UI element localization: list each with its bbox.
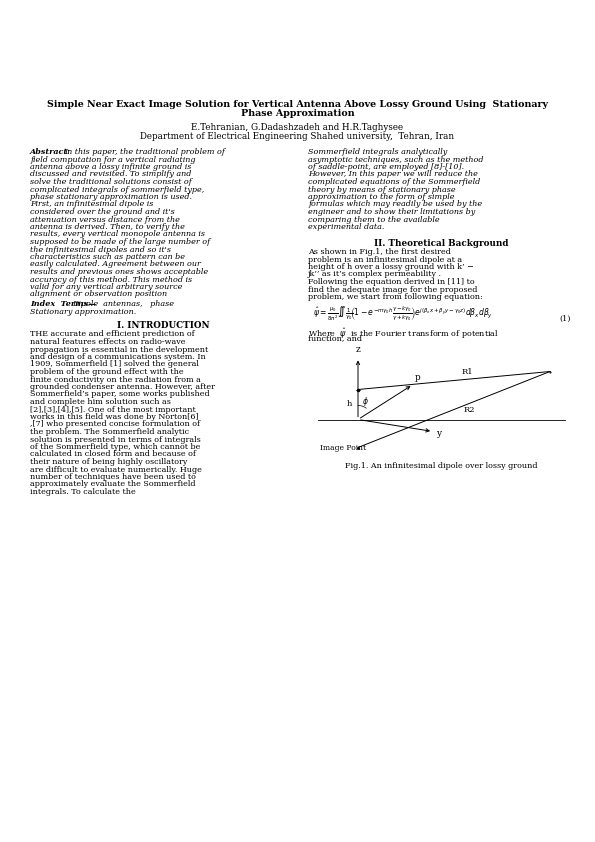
Text: Where  $\hat{\psi}$  is the Fourier transform of potential: Where $\hat{\psi}$ is the Fourier transf…	[308, 327, 499, 341]
Text: field computation for a vertical radiating: field computation for a vertical radiati…	[30, 156, 196, 163]
Text: propagation is essential in the development: propagation is essential in the developm…	[30, 345, 208, 354]
Text: complicated equations of the Sommerfield: complicated equations of the Sommerfield	[308, 178, 480, 186]
Text: and complete him solution such as: and complete him solution such as	[30, 398, 171, 406]
Text: THE accurate and efficient prediction of: THE accurate and efficient prediction of	[30, 331, 195, 338]
Text: approximately evaluate the Sommerfield: approximately evaluate the Sommerfield	[30, 481, 196, 488]
Text: the infinitesimal dipoles and so it's: the infinitesimal dipoles and so it's	[30, 246, 171, 253]
Text: engineer and to show their limitations by: engineer and to show their limitations b…	[308, 208, 475, 216]
Text: approximation to the form of simple: approximation to the form of simple	[308, 193, 455, 201]
Text: Sommerfield’s paper, some works published: Sommerfield’s paper, some works publishe…	[30, 391, 209, 398]
Text: problem, we start from following equation:: problem, we start from following equatio…	[308, 293, 483, 301]
Text: finite conductivity on the radiation from a: finite conductivity on the radiation fro…	[30, 376, 201, 383]
Text: results and previous ones shows acceptable: results and previous ones shows acceptab…	[30, 268, 208, 276]
Text: characteristics such as pattern can be: characteristics such as pattern can be	[30, 253, 185, 261]
Text: comparing them to the available: comparing them to the available	[308, 216, 440, 223]
Text: supposed to be made of the large number of: supposed to be made of the large number …	[30, 238, 210, 246]
Text: experimental data.: experimental data.	[308, 223, 384, 231]
Text: Fig.1. An infinitesimal dipole over lossy ground: Fig.1. An infinitesimal dipole over loss…	[345, 461, 538, 470]
Text: alignment or observation position: alignment or observation position	[30, 290, 167, 299]
Text: Dipole  antennas,   phase: Dipole antennas, phase	[72, 300, 174, 308]
Text: results, every vertical monopole antenna is: results, every vertical monopole antenna…	[30, 231, 205, 238]
Text: discussed and revisited. To simplify and: discussed and revisited. To simplify and	[30, 170, 192, 179]
Text: problem of the ground effect with the: problem of the ground effect with the	[30, 368, 184, 376]
Text: calculated in closed form and because of: calculated in closed form and because of	[30, 450, 196, 459]
Text: 1909, Sommerfield [1] solved the general: 1909, Sommerfield [1] solved the general	[30, 360, 199, 369]
Text: works in this field was done by Norton[6]: works in this field was done by Norton[6…	[30, 413, 199, 421]
Text: However, In this paper we will reduce the: However, In this paper we will reduce th…	[308, 170, 478, 179]
Text: jk’’ as it’s complex permeability .: jk’’ as it’s complex permeability .	[308, 270, 442, 279]
Text: R2: R2	[464, 406, 475, 413]
Text: $\phi$: $\phi$	[362, 395, 369, 408]
Text: Department of Electrical Engineering Shahed university,  Tehran, Iran: Department of Electrical Engineering Sha…	[140, 132, 455, 141]
Text: Sommerfield integrals analytically: Sommerfield integrals analytically	[308, 148, 447, 156]
Text: attenuation versus distance from the: attenuation versus distance from the	[30, 216, 180, 223]
Text: phase stationary approximation is used.: phase stationary approximation is used.	[30, 193, 192, 201]
Text: [2],[3],[4],[5]. One of the most important: [2],[3],[4],[5]. One of the most importa…	[30, 406, 196, 413]
Text: of the Sommerfield type, which cannot be: of the Sommerfield type, which cannot be	[30, 443, 201, 451]
Text: the problem. The Sommerfield analytic: the problem. The Sommerfield analytic	[30, 428, 189, 436]
Text: Phase Approximation: Phase Approximation	[241, 109, 354, 119]
Text: natural features effects on radio-wave: natural features effects on radio-wave	[30, 338, 186, 346]
Text: accuracy of this method. This method is: accuracy of this method. This method is	[30, 275, 192, 284]
Text: number of techniques have been used to: number of techniques have been used to	[30, 473, 196, 481]
Text: valid for any vertical arbitrary source: valid for any vertical arbitrary source	[30, 283, 183, 291]
Text: $\hat{\psi} = \frac{\mu_0}{8\pi^2} \int\!\!\!\int \frac{1}{\gamma_0}\!\left(\!1 : $\hat{\psi} = \frac{\mu_0}{8\pi^2} \int\…	[313, 305, 493, 323]
Text: function, and: function, and	[308, 334, 362, 342]
Text: are difficult to evaluate numerically. Huge: are difficult to evaluate numerically. H…	[30, 466, 202, 473]
Text: theory by means of stationary phase: theory by means of stationary phase	[308, 185, 456, 194]
Text: As shown in Fig.1, the first desired: As shown in Fig.1, the first desired	[308, 248, 451, 256]
Text: problem is an infinitesimal dipole at a: problem is an infinitesimal dipole at a	[308, 255, 462, 264]
Text: y: y	[436, 429, 441, 438]
Text: and design of a communications system. In: and design of a communications system. I…	[30, 353, 206, 361]
Text: easily calculated. Agreement between our: easily calculated. Agreement between our	[30, 260, 201, 269]
Text: their nature of being highly oscillatory: their nature of being highly oscillatory	[30, 458, 187, 466]
Text: z: z	[356, 345, 361, 354]
Text: Image Point: Image Point	[320, 444, 366, 451]
Text: antenna above a lossy infinite ground is: antenna above a lossy infinite ground is	[30, 163, 192, 171]
Text: asymptotic techniques, such as the method: asymptotic techniques, such as the metho…	[308, 156, 484, 163]
Text: In this paper, the traditional problem of: In this paper, the traditional problem o…	[64, 148, 225, 156]
Text: I. INTRODUCTION: I. INTRODUCTION	[117, 321, 210, 330]
Text: First, an infinitesimal dipole is: First, an infinitesimal dipole is	[30, 200, 154, 209]
Text: of saddle-point, are employed [8]-[10].: of saddle-point, are employed [8]-[10].	[308, 163, 464, 171]
Text: ,[7] who presented concise formulation of: ,[7] who presented concise formulation o…	[30, 420, 200, 429]
Text: (1): (1)	[559, 315, 571, 322]
Text: solve the traditional solutions consist of: solve the traditional solutions consist …	[30, 178, 192, 186]
Text: Simple Near Exact Image Solution for Vertical Antenna Above Lossy Ground Using  : Simple Near Exact Image Solution for Ver…	[47, 100, 548, 109]
Text: grounded condenser antenna. However, after: grounded condenser antenna. However, aft…	[30, 383, 215, 391]
Text: h: h	[347, 401, 352, 408]
Text: antenna is derived. Then, to verify the: antenna is derived. Then, to verify the	[30, 223, 185, 231]
Text: Index  Terms—: Index Terms—	[30, 300, 96, 308]
Text: complicated integrals of sommerfield type,: complicated integrals of sommerfield typ…	[30, 185, 204, 194]
Text: Abstract:: Abstract:	[30, 148, 71, 156]
Text: considered over the ground and it's: considered over the ground and it's	[30, 208, 175, 216]
Text: Following the equation derived in [11] to: Following the equation derived in [11] t…	[308, 278, 475, 286]
Text: p: p	[415, 374, 421, 382]
Text: E.Tehranian, G.Dadashzadeh and H.R.Taghysee: E.Tehranian, G.Dadashzadeh and H.R.Taghy…	[192, 123, 403, 132]
Text: integrals. To calculate the: integrals. To calculate the	[30, 488, 136, 496]
Text: Stationary approximation.: Stationary approximation.	[30, 307, 136, 316]
Text: height of h over a lossy ground with k’ −: height of h over a lossy ground with k’ …	[308, 263, 474, 271]
Text: find the adequate image for the proposed: find the adequate image for the proposed	[308, 285, 477, 294]
Text: formulas which may readily be used by the: formulas which may readily be used by th…	[308, 200, 482, 209]
Text: R1: R1	[462, 369, 474, 376]
Text: solution is presented in terms of integrals: solution is presented in terms of integr…	[30, 435, 201, 444]
Text: II. Theoretical Background: II. Theoretical Background	[374, 238, 509, 248]
